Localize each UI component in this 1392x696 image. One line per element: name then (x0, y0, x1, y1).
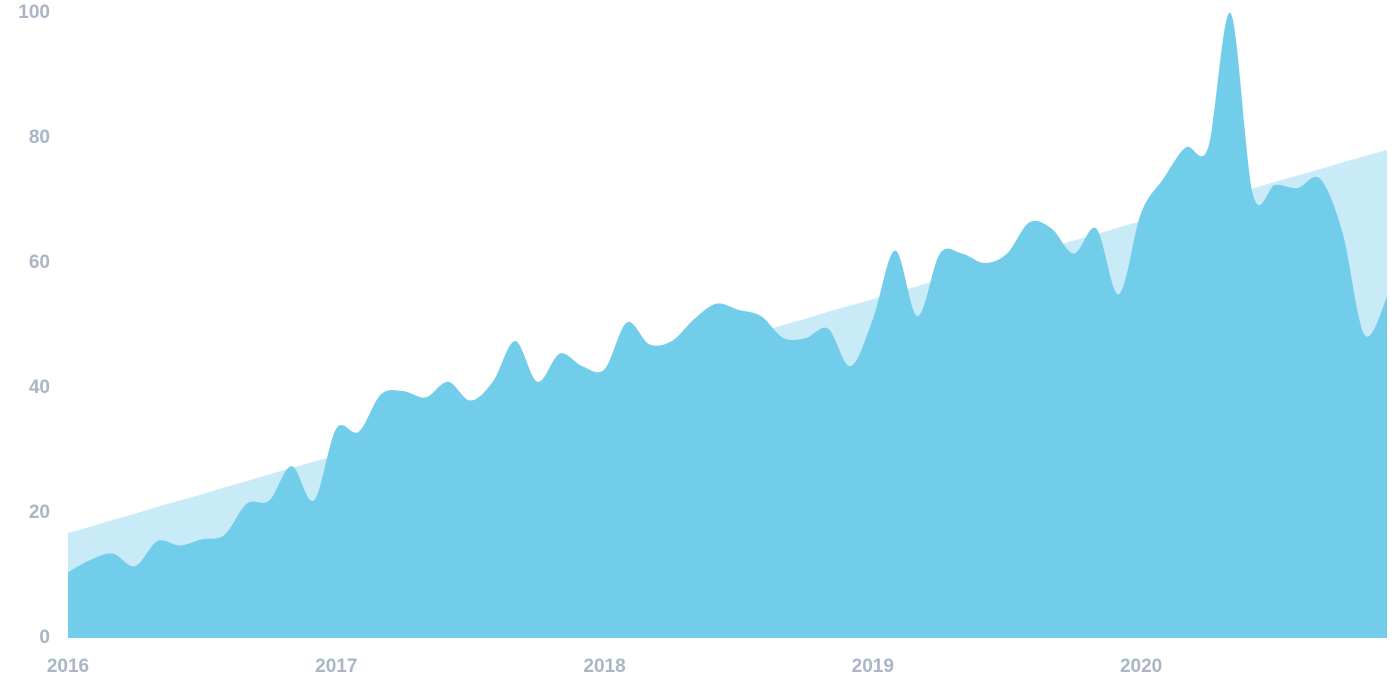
y-tick-label: 20 (29, 502, 50, 523)
area (68, 12, 1387, 638)
x-tick-label: 2017 (315, 656, 357, 677)
y-tick-label: 80 (29, 127, 50, 148)
y-tick-label: 100 (18, 2, 50, 23)
x-tick-label: 2018 (583, 656, 625, 677)
x-tick-label: 2016 (47, 656, 89, 677)
y-tick-label: 0 (39, 627, 50, 648)
x-tick-label: 2019 (852, 656, 894, 677)
x-tick-label: 2020 (1120, 656, 1162, 677)
y-tick-label: 60 (29, 252, 50, 273)
y-tick-label: 40 (29, 377, 50, 398)
